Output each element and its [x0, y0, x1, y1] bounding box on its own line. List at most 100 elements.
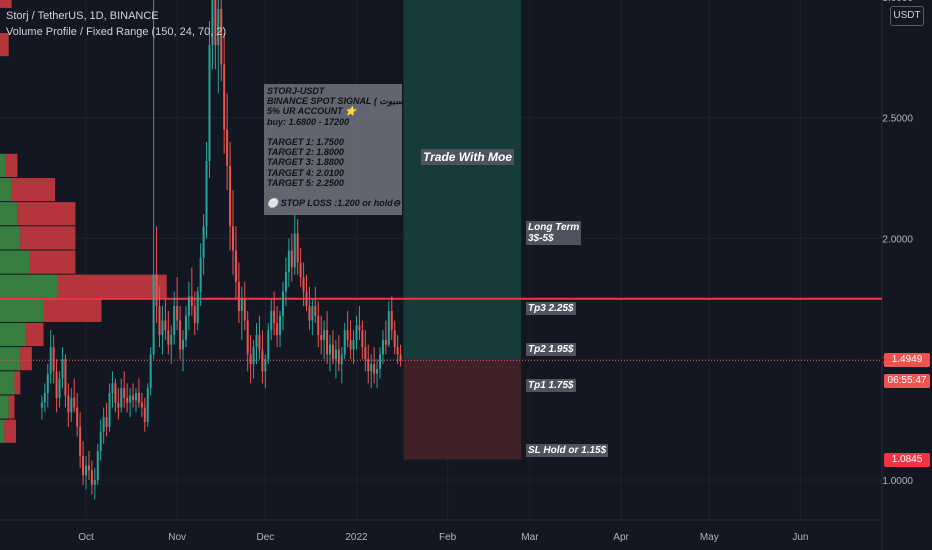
candle-body — [255, 335, 258, 348]
candle-body — [229, 165, 232, 227]
candle-body — [93, 480, 96, 485]
candle-body — [196, 291, 199, 323]
candle-body — [132, 395, 135, 401]
candle-body — [102, 417, 105, 432]
candle-body — [76, 407, 79, 427]
candle-body — [208, 45, 211, 162]
x-axis-tick-label: Mar — [521, 532, 539, 543]
signal-note-line: buy: 1.6800 - 17200 — [267, 116, 350, 127]
volume-profile-bar-down — [43, 298, 102, 322]
y-axis-tick-label: 3.0000 — [882, 0, 913, 4]
volume-profile-bar-down — [0, 33, 9, 57]
profit-zone — [403, 0, 522, 360]
candle-body — [64, 359, 67, 396]
x-axis-tick-label: Jun — [792, 532, 808, 543]
candle-body — [90, 470, 93, 485]
candle-body — [331, 344, 334, 360]
volume-profile-bar-down — [14, 371, 21, 395]
candle-body — [249, 354, 252, 365]
candle-body — [55, 371, 58, 398]
candle-body — [164, 320, 167, 331]
candle-body — [320, 335, 323, 340]
candle-body — [223, 64, 226, 130]
candle-body — [370, 364, 373, 372]
candle-body — [226, 129, 229, 166]
candle-body — [314, 306, 317, 316]
candle-body — [243, 298, 246, 321]
candle-body — [279, 315, 282, 336]
candle-body — [43, 393, 46, 403]
candle-body — [364, 347, 367, 360]
tp2-label[interactable]: Tp2 1.95$ — [526, 343, 576, 356]
signal-note-line: BINANCE SPOT SIGNAL ( سبوت ) 🚀 — [267, 96, 402, 107]
y-axis-tick-label: 1.0000 — [882, 476, 913, 487]
candle-body — [308, 306, 311, 321]
price-axis-label: 1.0845 — [884, 452, 930, 467]
indicator-label[interactable]: Volume Profile / Fixed Range (150, 24, 7… — [6, 26, 227, 38]
candle-body — [246, 320, 249, 355]
candle-body — [52, 347, 55, 372]
candle-body — [381, 339, 384, 355]
candle-body — [399, 354, 402, 361]
signal-note-line: TARGET 5: 2.2500 — [267, 177, 344, 188]
candle-body — [299, 262, 302, 278]
candle-body — [358, 325, 361, 331]
candle-body — [355, 325, 358, 340]
long-term-label[interactable]: Long Term 3$-5$ — [526, 221, 582, 245]
candle-body — [373, 364, 376, 374]
candle-body — [184, 315, 187, 340]
candle-body — [117, 402, 120, 408]
candle-body — [317, 315, 320, 336]
candle-body — [290, 250, 293, 268]
candle-body — [261, 349, 264, 372]
candle-body — [323, 330, 326, 340]
candle-body — [337, 349, 340, 365]
signal-note-line — [267, 188, 399, 198]
candle-body — [252, 347, 255, 365]
volume-profile-bar-up — [0, 153, 6, 177]
candle-body — [302, 277, 305, 292]
candle-body — [267, 330, 270, 360]
candle-body — [158, 306, 161, 336]
candle-body — [96, 451, 99, 480]
candle-body — [349, 339, 352, 350]
y-axis-tick-label: 2.5000 — [882, 114, 913, 125]
candle-body — [334, 349, 337, 360]
volume-profile-bar-down — [26, 322, 44, 347]
candle-body — [387, 310, 390, 345]
candle-body — [305, 291, 308, 307]
candle-body — [190, 296, 193, 307]
candle-body — [232, 226, 234, 251]
candle-body — [384, 339, 387, 345]
tp1-label[interactable]: Tp1 1.75$ — [526, 379, 576, 392]
candle-body — [182, 339, 185, 350]
candle-body — [258, 335, 261, 350]
candle-body — [273, 310, 276, 323]
candle-body — [340, 354, 343, 365]
volume-profile-bar-down — [5, 153, 18, 177]
candle-body — [396, 347, 399, 355]
volume-profile-bar-up — [0, 298, 44, 322]
x-axis-tick-label: Feb — [439, 532, 457, 543]
candle-body — [205, 161, 208, 227]
signal-note-line: TARGET 1: 1.7500 — [267, 137, 344, 147]
candle-body — [211, 0, 214, 46]
candle-body — [140, 402, 143, 408]
candle-body — [143, 407, 146, 423]
candle-body — [73, 397, 76, 408]
sl-label[interactable]: SL Hold or 1.15$ — [526, 444, 609, 457]
candle-body — [202, 226, 205, 258]
candle-body — [105, 417, 108, 427]
candle-body — [170, 335, 173, 345]
trade-with-moe-label[interactable]: Trade With Moe — [421, 149, 515, 165]
volume-profile-bar-up — [0, 419, 5, 443]
volume-profile-bar-up — [0, 250, 29, 274]
tp3-label[interactable]: Tp3 2.25$ — [526, 302, 576, 315]
candle-body — [173, 306, 176, 336]
candle-body — [237, 281, 240, 311]
candle-body — [281, 291, 284, 316]
currency-button[interactable]: USDT — [890, 6, 924, 26]
signal-note-line: ⚪ STOP LOSS :1.200 or hold⊖ — [267, 198, 401, 209]
